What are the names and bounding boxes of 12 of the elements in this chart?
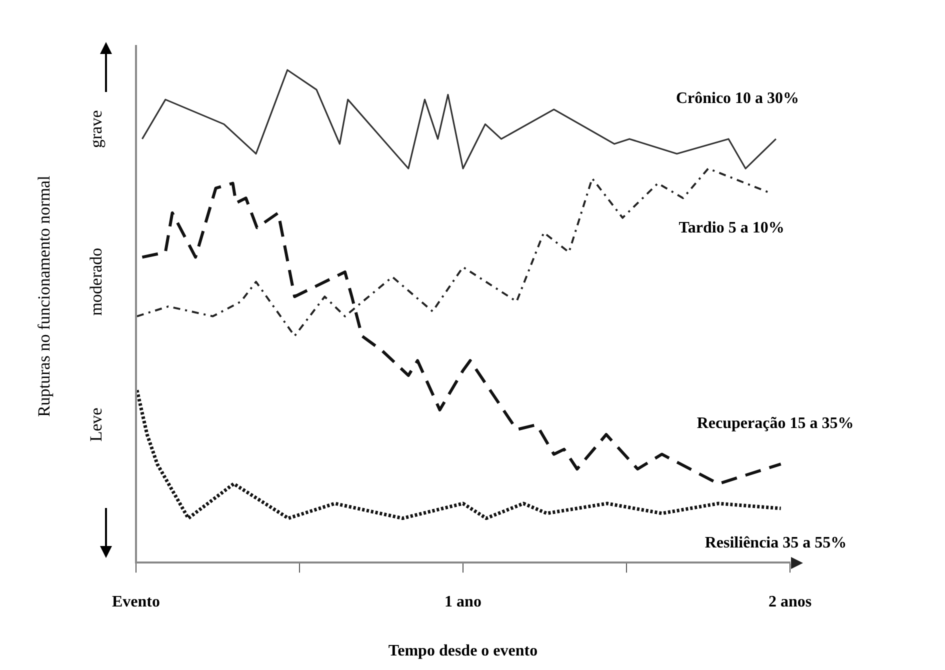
text: Leve <box>86 408 106 442</box>
y-axis-title: Rupturas no funcionamento normal <box>34 175 54 417</box>
x-tick-label: 2 anos <box>768 593 812 610</box>
x-tick-label: 1 ano <box>444 593 482 610</box>
text: moderado <box>86 248 106 316</box>
text: Recuperação 15 a 35% <box>696 415 854 432</box>
text: grave <box>86 110 106 148</box>
series-label: Resiliência 35 a 55% <box>704 534 847 552</box>
series-label: Tardio 5 a 10% <box>678 219 784 236</box>
x-tick-label: Evento <box>112 593 160 610</box>
text: Crônico 10 a 30% <box>676 90 800 108</box>
x-axis-title: Tempo desde o evento <box>388 642 538 660</box>
